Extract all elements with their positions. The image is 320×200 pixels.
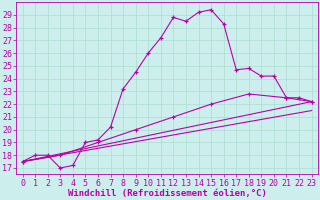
X-axis label: Windchill (Refroidissement éolien,°C): Windchill (Refroidissement éolien,°C) <box>68 189 267 198</box>
